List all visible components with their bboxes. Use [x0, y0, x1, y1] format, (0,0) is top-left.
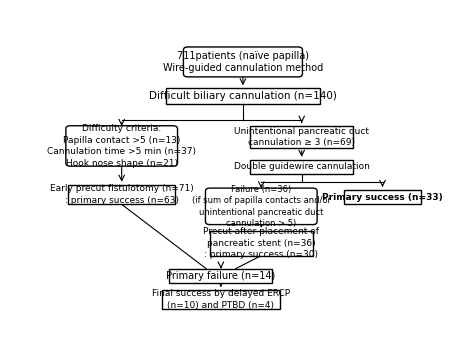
Text: Double guidewire cannulation: Double guidewire cannulation [234, 162, 370, 172]
Text: 711patients (naïve papilla)
Wire-guided cannulation method: 711patients (naïve papilla) Wire-guided … [163, 50, 323, 73]
FancyBboxPatch shape [169, 269, 272, 283]
Text: Failure (n=36)
(if sum of papilla contacts and/or
unintentional pancreatic duct
: Failure (n=36) (if sum of papilla contac… [192, 185, 331, 228]
FancyBboxPatch shape [344, 190, 421, 204]
Text: Precut after placement of
pancreatic stent (n=36)
: primary success (n=30): Precut after placement of pancreatic ste… [203, 227, 319, 259]
FancyBboxPatch shape [183, 47, 302, 77]
Text: Final success by delayed ERCP
(n=10) and PTBD (n=4): Final success by delayed ERCP (n=10) and… [152, 289, 290, 310]
Text: Early precut fistulotomy (n=71)
: primary success (n=63): Early precut fistulotomy (n=71) : primar… [50, 184, 193, 205]
FancyBboxPatch shape [162, 290, 280, 309]
FancyBboxPatch shape [210, 231, 313, 255]
FancyBboxPatch shape [166, 88, 320, 104]
FancyBboxPatch shape [250, 125, 353, 148]
Text: Unintentional pancreatic duct
cannulation ≥ 3 (n=69): Unintentional pancreatic duct cannulatio… [234, 127, 369, 147]
Text: Difficult biliary cannulation (n=140): Difficult biliary cannulation (n=140) [149, 91, 337, 101]
FancyBboxPatch shape [66, 126, 178, 166]
FancyBboxPatch shape [250, 160, 353, 174]
Text: Difficulty criteria:
Papilla contact >5 (n=13)
Cannulation time >5 min (n=37)
Ho: Difficulty criteria: Papilla contact >5 … [47, 124, 196, 168]
Text: Primary failure (n=14): Primary failure (n=14) [166, 271, 275, 281]
Text: Primary success (n=33): Primary success (n=33) [322, 193, 443, 202]
FancyBboxPatch shape [68, 185, 175, 204]
FancyBboxPatch shape [205, 188, 317, 225]
